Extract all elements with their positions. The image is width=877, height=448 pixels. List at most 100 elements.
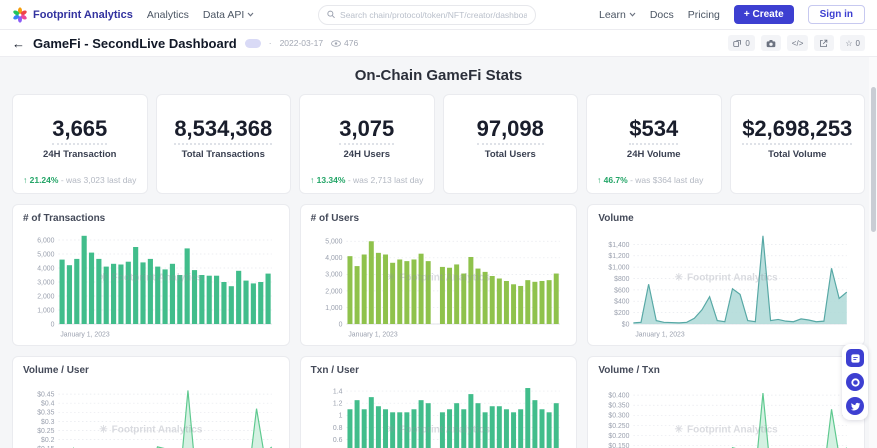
svg-text:$0.200: $0.200 [609,433,630,440]
twitter-icon [850,402,860,410]
svg-text:0: 0 [338,321,342,328]
svg-text:$1,000: $1,000 [609,264,630,271]
kpi-delta-note: - was 2,713 last day [345,175,424,185]
svg-text:$0.250: $0.250 [609,423,630,430]
svg-text:$0.15: $0.15 [37,446,54,448]
chart-card: Volume / User✳Footprint Analytics$0.05$0… [12,356,290,448]
brand-name: Footprint Analytics [33,8,133,21]
code-icon: </> [791,38,804,48]
fork-count: 0 [745,38,750,48]
dashboard-content: On-Chain GameFi Stats 3,665 24H Transacti… [0,57,877,448]
svg-text:$0.35: $0.35 [37,410,54,417]
twitter-button[interactable] [846,397,864,415]
chat-button[interactable] [846,349,864,367]
eye-icon [331,39,341,47]
chart-card: # of Transactions ✳ Footprint Analytics 0 1,… [12,204,290,346]
chevron-down-icon [247,12,254,17]
kpi-delta: ↑ 13.34% - was 2,713 last day [310,175,423,185]
footprint-logo-icon [13,6,27,23]
views-count: 476 [344,38,359,48]
nav-item-learn[interactable]: Learn [599,9,636,21]
scrollbar-thumb[interactable] [871,87,876,232]
svg-text:$400: $400 [614,299,629,306]
kpi-label: Total Volume [768,148,827,160]
svg-text:$0.4: $0.4 [41,401,55,408]
sign-in-button[interactable]: Sign in [807,5,865,24]
svg-text:$0: $0 [622,321,630,328]
kpi-delta-percent: ↑ 46.7% [597,175,628,185]
chart-card: Txn / User✳Footprint Analytics0.20.40.60… [299,356,578,448]
share-button[interactable] [814,35,835,51]
kpi-value: 97,098 [476,116,544,145]
chart-title: # of Transactions [23,213,106,224]
kpi-label: 24H Volume [626,148,681,160]
scrollbar-track [869,57,877,448]
svg-text:0.6: 0.6 [333,437,343,444]
kpi-card: 3,075 24H Users ↑ 13.34% - was 2,713 last … [299,94,435,194]
kpi-delta-note: - was $364 last day [627,175,704,185]
chart-plot: 0.20.40.60.811.21.4January 1, 2023 [333,388,560,448]
svg-text:2,000: 2,000 [325,288,342,295]
kpi-card: 8,534,368 Total Transactions [155,94,291,194]
top-navbar: Footprint Analytics Analytics Data API L… [0,0,877,30]
chart-title: Volume [598,213,634,224]
svg-text:5,000: 5,000 [325,239,342,246]
chart-card: # of Users ✳ Footprint Analytics 0 1,000 2,00… [299,204,578,346]
fork-button[interactable]: 0 [728,35,755,51]
chart-title: Volume / Txn [598,365,660,376]
kpi-delta-note: - was 3,023 last day [58,175,137,185]
svg-text:January 1, 2023: January 1, 2023 [636,331,685,338]
embed-code-button[interactable]: </> [786,35,809,51]
svg-text:$200: $200 [614,310,629,317]
chart-title: Volume / User [23,365,89,376]
svg-text:3,000: 3,000 [37,279,54,286]
back-arrow-icon[interactable]: ← [12,35,25,51]
svg-text:2,000: 2,000 [37,293,54,300]
kpi-card: $2,698,253 Total Volume [729,94,865,194]
chart-card: Volume / Txn✳Footprint Analytics$0.050$0… [587,356,865,448]
dashboard-date: 2022-03-17 [279,38,324,48]
svg-text:$0.300: $0.300 [609,413,630,420]
svg-text:$0.400: $0.400 [609,392,630,399]
kpi-row: 3,665 24H Transaction ↑ 21.24% - was 3,023… [12,94,865,194]
kpi-delta-percent: ↑ 13.34% [310,175,346,185]
kpi-delta: ↑ 21.24% - was 3,023 last day [23,175,136,185]
star-button[interactable]: ☆ 0 [840,35,865,51]
svg-text:January 1, 2023: January 1, 2023 [348,331,397,338]
dashboard-title: GameFi - SecondLive Dashboard [33,35,237,51]
nav-item-docs[interactable]: Docs [649,8,674,21]
nav-item-data-api[interactable]: Data API [203,9,254,21]
svg-text:$1,400: $1,400 [609,242,630,249]
kpi-value: $2,698,253 [742,116,853,145]
discord-button[interactable] [846,373,864,391]
svg-text:1.2: 1.2 [333,401,343,408]
dashboard-actions: 0 </> ☆ 0 [728,35,865,51]
svg-text:$0.45: $0.45 [37,391,54,398]
screenshot-button[interactable] [760,35,781,51]
creator-badge[interactable] [244,38,261,48]
svg-text:3,000: 3,000 [325,272,342,279]
kpi-delta-percent: ↑ 21.24% [23,175,59,185]
chart-row-2: Volume / User✳Footprint Analytics$0.05$0… [12,356,865,448]
kpi-value: 8,534,368 [174,116,273,145]
create-button[interactable]: + Create [733,5,794,24]
svg-text:1: 1 [338,413,342,420]
chart-plot: 0 1,000 2,000 3,000 4,000 5,000 6,000 January 1… [37,235,272,339]
svg-text:$1,200: $1,200 [609,253,630,260]
chat-icon [850,353,860,363]
kpi-value: 3,075 [339,116,395,145]
nav-item-pricing[interactable]: Pricing [687,8,720,21]
kpi-label: Total Transactions [181,148,265,160]
kpi-label: 24H Transaction [43,148,117,160]
brand[interactable]: Footprint Analytics [12,6,133,23]
search-input[interactable] [340,9,527,20]
star-icon: ☆ [845,38,853,48]
svg-text:1.4: 1.4 [333,388,343,395]
chevron-down-icon [629,12,636,17]
chart-plot: $0.050$0.100$0.150$0.200$0.250$0.300$0.3… [609,392,848,448]
svg-text:1,000: 1,000 [37,307,54,314]
nav-item-analytics[interactable]: Analytics [146,8,189,21]
global-search[interactable] [317,4,536,25]
svg-text:6,000: 6,000 [37,237,54,244]
svg-text:$0.25: $0.25 [37,428,54,435]
